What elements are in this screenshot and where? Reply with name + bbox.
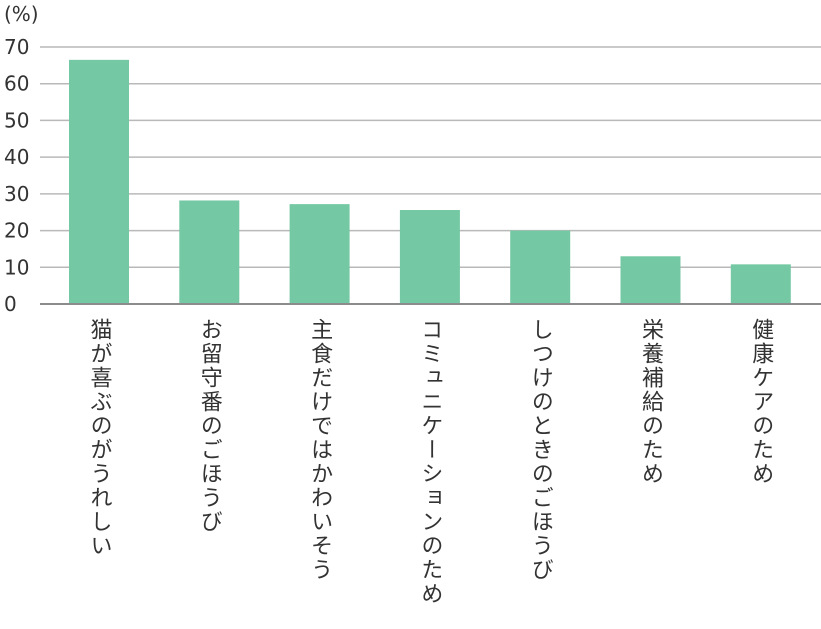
x-category-label: お留守番のごほうび (197, 318, 223, 534)
x-category-label: 主食だけではかわいそう (307, 318, 333, 582)
x-category-label: 健康ケアのため (748, 318, 774, 486)
y-tick-label: 70 (4, 35, 29, 59)
bar (620, 256, 681, 304)
y-tick-label: 0 (4, 292, 17, 316)
y-tick-label: 30 (4, 182, 29, 206)
x-category-label: 栄養補給のため (638, 318, 664, 486)
bar (399, 210, 460, 304)
y-tick-label: 50 (4, 108, 29, 132)
bar (179, 200, 240, 304)
bar (510, 230, 571, 304)
y-tick-label: 20 (4, 219, 29, 243)
y-tick-label: 40 (4, 145, 29, 169)
y-axis-unit-label: (%) (4, 2, 39, 26)
x-category-label: しつけのときのごほうび (528, 318, 553, 582)
y-tick-label: 10 (4, 255, 29, 279)
bar (289, 204, 350, 304)
bar (69, 59, 129, 304)
x-category-label: コミュニケーションのため (417, 318, 442, 606)
y-tick-label: 60 (4, 72, 29, 96)
bar (730, 264, 791, 304)
x-category-label: 猫が喜ぶのがうれしい (87, 318, 113, 558)
